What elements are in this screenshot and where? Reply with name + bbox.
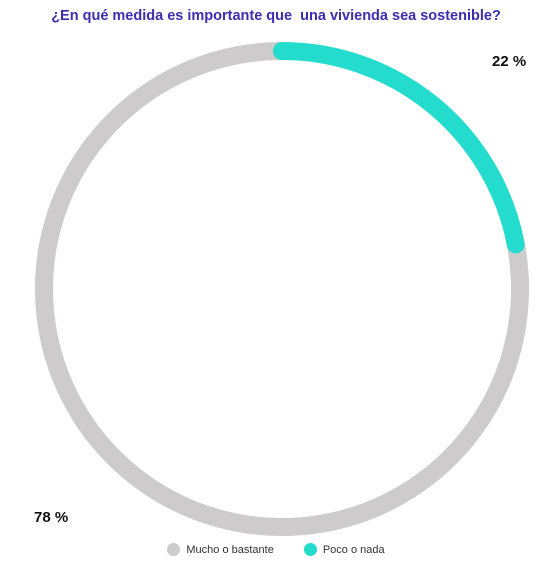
legend: Mucho o bastante Poco o nada (0, 543, 552, 556)
legend-swatch-mucho-o-bastante (167, 543, 181, 556)
slice-mucho-o-bastante (35, 42, 529, 536)
slice-poco-o-nada (273, 42, 525, 254)
data-label-poco-o-nada: 22 % (492, 53, 527, 70)
legend-swatch-poco-o-nada (303, 543, 317, 556)
legend-item-poco-o-nada: Poco o nada (303, 543, 385, 556)
legend-label-mucho-o-bastante: Mucho o bastante (186, 543, 274, 556)
legend-item-mucho-o-bastante: Mucho o bastante (167, 543, 274, 556)
chart-title: ¿En qué medida es importante que una viv… (51, 8, 501, 24)
data-label-mucho-o-bastante: 78 % (34, 509, 69, 526)
legend-label-poco-o-nada: Poco o nada (322, 543, 385, 556)
